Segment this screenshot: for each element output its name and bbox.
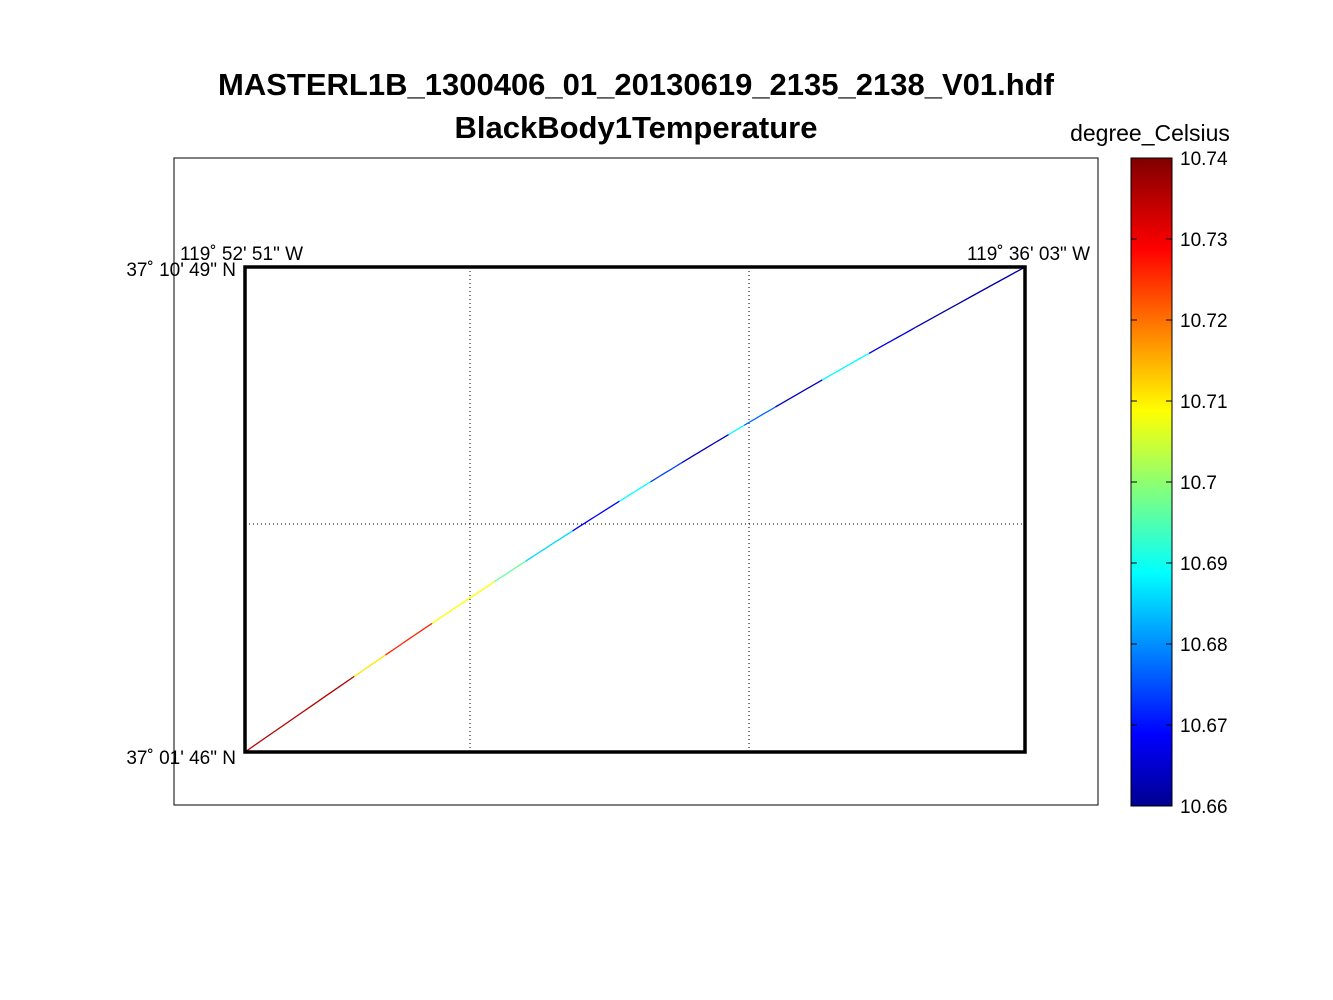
colorbar <box>1130 157 1173 807</box>
colorbar-tick-label: 10.74 <box>1180 149 1228 170</box>
figure-subtitle: BlackBody1Temperature <box>455 110 818 145</box>
colorbar-ticks: 10.74 10.73 10.72 10.71 10.7 10.69 10.68 10.67 1… <box>1131 149 1228 818</box>
track-segment <box>650 462 683 483</box>
track-segment <box>915 266 1026 328</box>
colorbar-tick-label: 10.66 <box>1180 797 1228 818</box>
track-segment <box>728 424 745 436</box>
flight-track <box>244 266 1026 753</box>
lat-label-south: 37˚ 01' 46" N <box>126 748 236 769</box>
lon-label-east: 119˚ 36' 03" W <box>967 244 1090 265</box>
colorbar-tick-label: 10.72 <box>1180 311 1228 332</box>
colorbar-tick-label: 10.73 <box>1180 230 1228 251</box>
track-segment <box>431 581 495 624</box>
map-frame <box>243 265 1027 754</box>
map-grid <box>245 267 1025 752</box>
colorbar-tick-label: 10.67 <box>1180 716 1228 737</box>
track-segment <box>385 622 433 656</box>
track-segment <box>244 675 355 753</box>
colorbar-tick-label: 10.68 <box>1180 635 1228 656</box>
track-segment <box>868 326 917 354</box>
lon-label-west: 119˚ 52' 51" W <box>180 244 303 265</box>
figure-title: MASTERL1B_1300406_01_20130619_2135_2138_… <box>218 67 1055 102</box>
track-segment <box>494 560 527 583</box>
track-segment <box>353 654 386 677</box>
colorbar-unit-label: degree_Celsius <box>1070 120 1230 146</box>
colorbar-tick-label: 10.71 <box>1180 392 1228 413</box>
track-segment <box>821 352 870 381</box>
track-segment <box>525 530 573 562</box>
axes-box <box>173 157 1099 806</box>
lat-label-north: 37˚ 10' 49" N <box>126 260 236 281</box>
colorbar-tick-label: 10.69 <box>1180 554 1228 575</box>
colorbar-tick-label: 10.7 <box>1180 473 1217 494</box>
track-segment <box>743 406 776 426</box>
track-segment <box>619 481 651 502</box>
track-segment <box>572 500 620 532</box>
track-segment <box>775 379 823 408</box>
track-segment <box>681 434 729 464</box>
